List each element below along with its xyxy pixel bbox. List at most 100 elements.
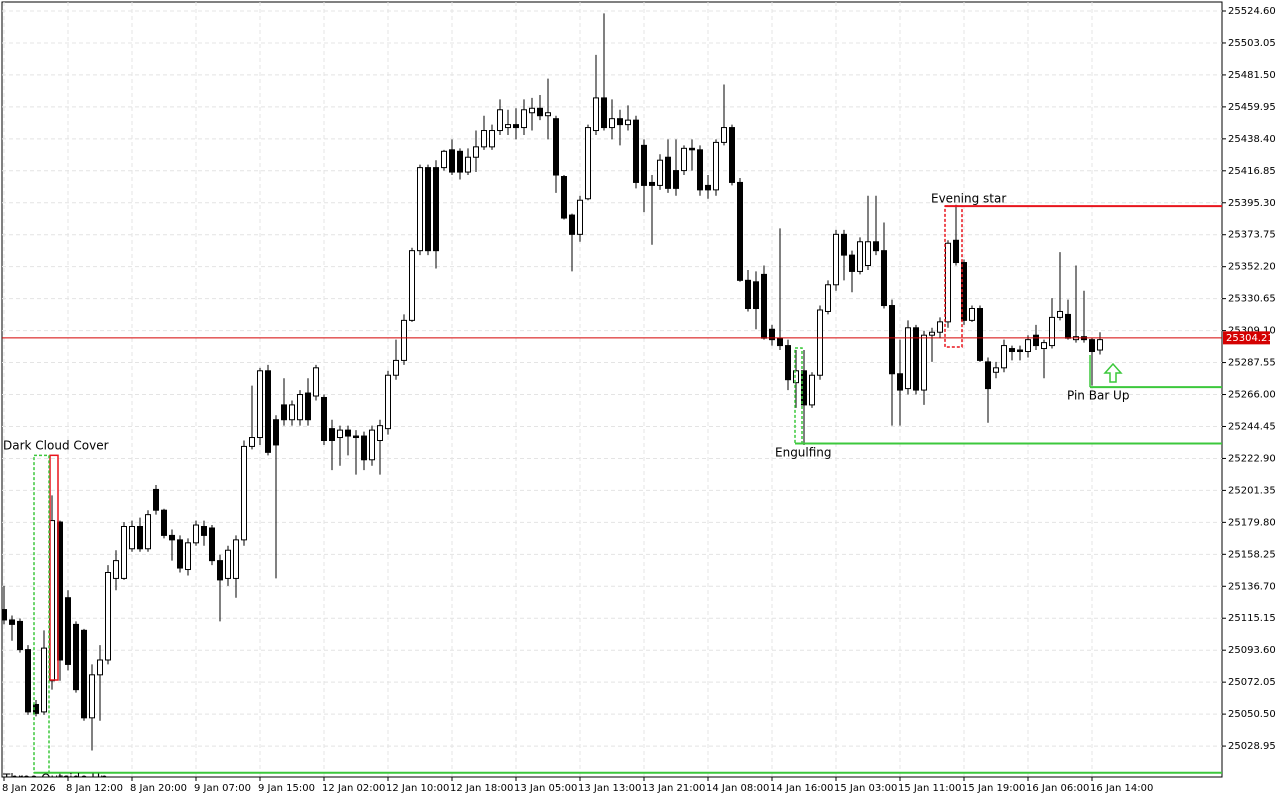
candle-body bbox=[321, 396, 327, 441]
candle-body bbox=[225, 549, 231, 579]
candle-body bbox=[721, 127, 727, 143]
candle-body bbox=[1057, 310, 1063, 318]
candle-body bbox=[513, 124, 519, 129]
candle-body bbox=[841, 233, 847, 256]
candle-body bbox=[153, 488, 159, 511]
candle-body bbox=[673, 170, 679, 189]
marks: Dark Cloud Cover Evening star Engulfing Pin… bbox=[2, 13, 1222, 786]
y-tick-label: 25503.05 bbox=[1228, 38, 1276, 49]
candle-body bbox=[577, 199, 583, 235]
candle-body bbox=[313, 367, 319, 397]
candle-body bbox=[609, 118, 615, 129]
x-tick-label: 13 Jan 05:00 bbox=[514, 783, 577, 794]
candle-body bbox=[353, 435, 359, 439]
pattern-label: Dark Cloud Cover bbox=[3, 439, 109, 453]
x-tick-label: 8 Jan 2026 bbox=[2, 783, 56, 794]
candle-body bbox=[289, 404, 295, 421]
candle-body bbox=[569, 214, 575, 235]
candle-body bbox=[649, 181, 655, 186]
candle-body bbox=[305, 392, 311, 421]
candle-body bbox=[385, 374, 391, 430]
candle-body bbox=[1049, 316, 1055, 347]
candle-body bbox=[217, 560, 223, 581]
candle-body bbox=[473, 146, 479, 158]
candle-body bbox=[993, 367, 999, 373]
candle-body bbox=[945, 242, 951, 323]
candle-body bbox=[745, 279, 751, 310]
candle-body bbox=[409, 250, 415, 321]
candle-body bbox=[185, 542, 191, 571]
candle-body bbox=[865, 241, 871, 266]
candle-body bbox=[601, 97, 607, 129]
candle-body bbox=[1097, 339, 1103, 351]
candle-body bbox=[273, 419, 279, 446]
x-tick-label: 15 Jan 19:00 bbox=[962, 783, 1025, 794]
candle-body bbox=[537, 107, 543, 117]
x-tick-label: 14 Jan 08:00 bbox=[706, 783, 769, 794]
y-tick-label: 25115.15 bbox=[1228, 613, 1276, 624]
candle-body bbox=[761, 273, 767, 339]
pattern-box bbox=[944, 205, 963, 348]
candle-body bbox=[393, 359, 399, 376]
candle-body bbox=[985, 361, 991, 390]
y-tick-label: 25244.45 bbox=[1228, 421, 1276, 432]
candle-body bbox=[593, 97, 599, 132]
x-tick-label: 14 Jan 16:00 bbox=[770, 783, 833, 794]
candle-body bbox=[417, 167, 423, 252]
candle-body bbox=[753, 281, 759, 310]
y-tick-label: 25352.20 bbox=[1228, 262, 1276, 273]
y-tick-label: 25266.00 bbox=[1228, 390, 1276, 401]
candle-body bbox=[1065, 313, 1071, 339]
x-tick-label: 8 Jan 12:00 bbox=[66, 783, 123, 794]
candle-body bbox=[665, 156, 671, 189]
candle-body bbox=[713, 141, 719, 191]
candle-body bbox=[1041, 342, 1047, 350]
x-tick-label: 15 Jan 03:00 bbox=[834, 783, 897, 794]
candle-body bbox=[585, 127, 591, 200]
candle-body bbox=[17, 620, 23, 651]
candle-body bbox=[97, 659, 103, 676]
candle-body bbox=[921, 334, 927, 391]
candle-body bbox=[1017, 349, 1023, 353]
candle-body bbox=[1009, 348, 1015, 353]
candle-body bbox=[505, 124, 511, 129]
y-tick-label: 25028.95 bbox=[1228, 741, 1276, 752]
candle-body bbox=[681, 147, 687, 172]
candle-body bbox=[137, 526, 143, 550]
candle-body bbox=[785, 345, 791, 381]
y-tick-label: 25222.90 bbox=[1228, 453, 1276, 464]
candle-body bbox=[89, 674, 95, 719]
candle-body bbox=[641, 144, 647, 186]
candle-body bbox=[1025, 339, 1031, 353]
x-tick-label: 12 Jan 10:00 bbox=[386, 783, 449, 794]
candle-body bbox=[793, 370, 799, 384]
candle-body bbox=[633, 119, 639, 183]
candle-body bbox=[201, 526, 207, 536]
candle-body bbox=[769, 328, 775, 341]
candle-body bbox=[281, 404, 287, 421]
candle-body bbox=[657, 159, 663, 186]
candle-body bbox=[25, 649, 31, 713]
y-tick-label: 25481.50 bbox=[1228, 70, 1276, 81]
candle-body bbox=[129, 526, 135, 550]
pattern-label: Three Outside Up bbox=[2, 772, 108, 786]
candle-body bbox=[345, 429, 351, 437]
candle-body bbox=[905, 327, 911, 390]
candle-body bbox=[465, 156, 471, 173]
x-tick-label: 16 Jan 06:00 bbox=[1026, 783, 1089, 794]
candle-body bbox=[433, 167, 439, 252]
candle-body bbox=[449, 149, 455, 173]
candle-body bbox=[377, 425, 383, 441]
candle-body bbox=[817, 309, 823, 376]
y-tick-label: 25201.35 bbox=[1228, 485, 1276, 496]
current-price-label: 25304.21 bbox=[1226, 333, 1274, 344]
candle-body bbox=[457, 150, 463, 173]
axes: 25524.60 25503.05 25481.50 25459.95 25438.40… bbox=[2, 6, 1276, 794]
y-tick-label: 25158.25 bbox=[1228, 549, 1276, 560]
candle-body bbox=[361, 435, 367, 461]
candle-body bbox=[9, 619, 15, 625]
candle-body bbox=[937, 321, 943, 333]
x-tick-label: 9 Jan 15:00 bbox=[258, 783, 315, 794]
candle-body bbox=[737, 181, 743, 281]
